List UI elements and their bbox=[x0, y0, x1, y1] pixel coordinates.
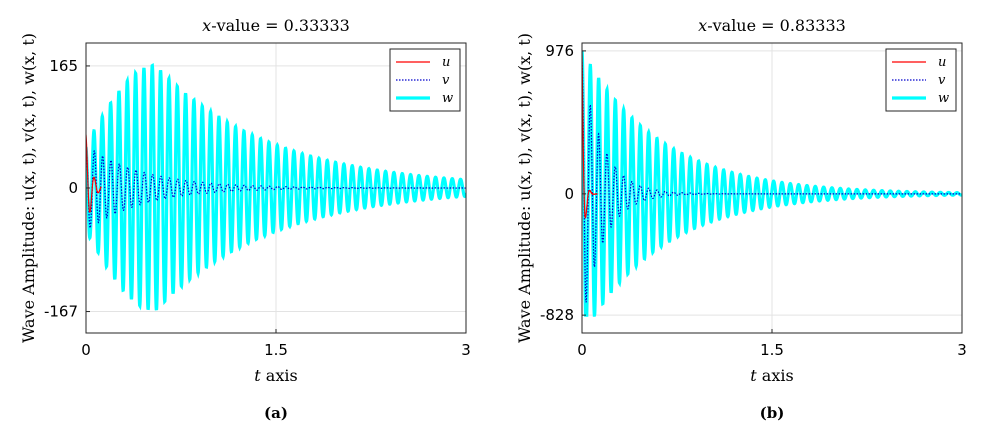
chart-title-var: x bbox=[202, 16, 211, 35]
legend-label-v: v bbox=[442, 73, 450, 88]
x-tick-label: 3 bbox=[957, 341, 967, 359]
x-axis-label: t axis bbox=[750, 366, 793, 385]
y-axis-label: Wave Amplitude: u(x, t), v(x, t), w(x, t… bbox=[515, 33, 534, 343]
y-tick-label: 0 bbox=[564, 185, 574, 203]
legend-label-v: v bbox=[938, 73, 946, 88]
legend-box bbox=[389, 48, 461, 112]
y-tick-label: 976 bbox=[545, 42, 574, 60]
y-tick-label: 0 bbox=[68, 179, 78, 197]
legend: uvw bbox=[389, 48, 461, 112]
legend-label-u: u bbox=[938, 55, 946, 70]
x-axis-label-rest: axis bbox=[757, 366, 794, 385]
chart-title-rest: -value = 0.83333 bbox=[707, 16, 846, 35]
y-tick-label: 165 bbox=[49, 57, 78, 75]
series-line-u bbox=[582, 50, 598, 219]
y-tick-label: -828 bbox=[540, 306, 574, 324]
x-tick-label: 0 bbox=[577, 341, 587, 359]
x-tick-label: 1.5 bbox=[760, 341, 784, 359]
series-line-w bbox=[582, 50, 962, 317]
x-axis-label: t axis bbox=[254, 366, 297, 385]
series-line-w bbox=[86, 63, 466, 311]
series-line-u bbox=[86, 134, 102, 213]
legend-label-w: w bbox=[938, 91, 949, 106]
legend-label-u: u bbox=[442, 55, 450, 70]
x-tick-label: 3 bbox=[461, 341, 471, 359]
x-tick-label: 1.5 bbox=[264, 341, 288, 359]
chart-title: x-value = 0.83333 bbox=[698, 16, 846, 35]
legend-label-w: w bbox=[442, 91, 453, 106]
series-line-v bbox=[86, 144, 466, 230]
panel-caption: (b) bbox=[760, 404, 785, 422]
legend-box bbox=[885, 48, 957, 112]
panel-a: 0 1.5 3 165 0 -167 x-value = 0.33333 t axis Wave… bbox=[19, 16, 471, 422]
series-line-v bbox=[582, 61, 962, 303]
legend: uvw bbox=[885, 48, 957, 112]
x-axis-label-rest: axis bbox=[261, 366, 298, 385]
y-tick-label: -167 bbox=[44, 303, 78, 321]
y-axis-label: Wave Amplitude: u(x, t), v(x, t), w(x, t… bbox=[19, 33, 38, 343]
chart-title: x-value = 0.33333 bbox=[202, 16, 350, 35]
panel-caption: (a) bbox=[264, 404, 288, 422]
chart-title-rest: -value = 0.33333 bbox=[211, 16, 350, 35]
chart-title-var: x bbox=[698, 16, 707, 35]
x-tick-label: 0 bbox=[81, 341, 91, 359]
x-axis-label-var: t bbox=[750, 366, 757, 385]
x-axis-label-var: t bbox=[254, 366, 261, 385]
